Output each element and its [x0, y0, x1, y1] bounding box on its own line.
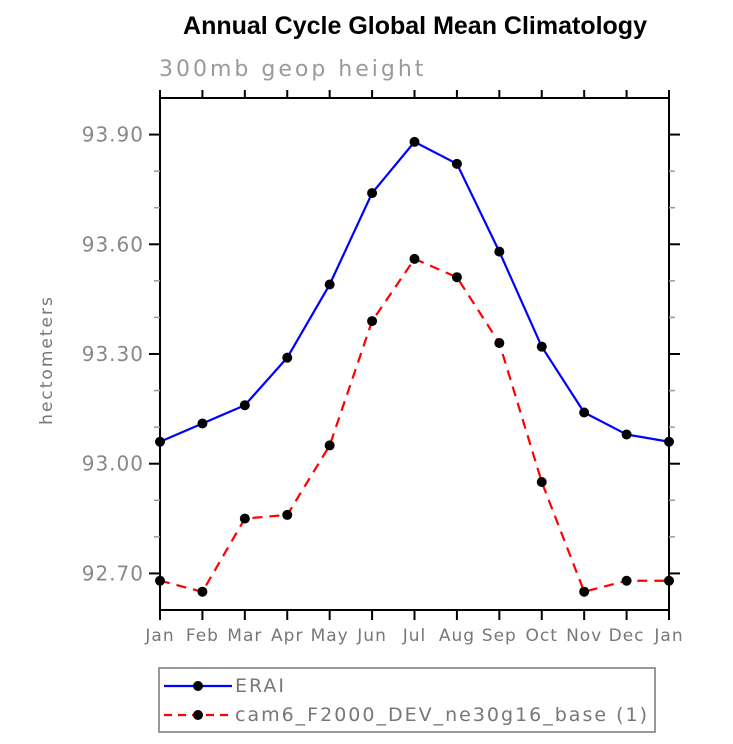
- series-line-1: [159, 257, 669, 593]
- data-point-marker: [409, 136, 420, 147]
- data-point-marker: [536, 341, 547, 352]
- x-tick-label: Jan: [144, 626, 174, 646]
- legend: ERAI cam6_F2000_DEV_ne30g16_base (1): [158, 667, 656, 733]
- data-point-marker: [621, 575, 632, 586]
- data-point-marker: [324, 440, 335, 451]
- x-tick-label: Jan: [653, 626, 683, 646]
- y-tick-label: 93.90: [82, 123, 144, 147]
- x-tick-label: Mar: [227, 626, 262, 646]
- data-point-marker: [367, 188, 378, 199]
- y-tick-label: 93.30: [82, 342, 144, 366]
- x-tick-label: Jun: [356, 626, 387, 646]
- legend-line-sample-icon: [164, 680, 232, 691]
- x-tick-label: Jul: [402, 626, 427, 646]
- legend-sample-marker: [193, 709, 203, 720]
- legend-label: cam6_F2000_DEV_ne30g16_base (1): [235, 703, 649, 726]
- data-point-marker: [536, 477, 547, 487]
- legend-item-erai: ERAI: [164, 671, 650, 700]
- data-point-marker: [494, 246, 505, 257]
- data-point-marker: [579, 586, 590, 597]
- legend-item-cam6: cam6_F2000_DEV_ne30g16_base (1): [164, 700, 650, 729]
- x-tick-label: Oct: [526, 626, 558, 646]
- data-point-marker: [282, 352, 293, 363]
- y-tick-label: 92.70: [82, 561, 144, 585]
- data-point-marker: [197, 586, 208, 597]
- data-point-marker: [155, 575, 165, 586]
- data-point-marker: [664, 436, 674, 447]
- x-tick-label: Apr: [271, 626, 303, 646]
- y-tick-label: 93.00: [82, 452, 144, 476]
- y-tick-label: 93.60: [82, 232, 144, 256]
- chart-title: Annual Cycle Global Mean Climatology: [183, 12, 647, 40]
- data-point-marker: [282, 509, 293, 520]
- x-tick-label: Dec: [609, 626, 645, 646]
- data-point-marker: [324, 279, 335, 290]
- legend-label: ERAI: [235, 674, 287, 697]
- data-point-marker: [451, 272, 462, 283]
- data-point-marker: [239, 513, 250, 524]
- data-point-marker: [494, 338, 505, 349]
- data-point-marker: [409, 253, 420, 264]
- data-point-marker: [239, 400, 250, 411]
- x-tick-label: May: [311, 626, 349, 646]
- data-point-marker: [367, 316, 378, 327]
- data-point-marker: [579, 407, 590, 418]
- x-tick-label: Nov: [566, 626, 602, 646]
- data-point-marker: [197, 418, 208, 429]
- data-point-marker: [621, 429, 632, 440]
- x-tick-label: Feb: [186, 626, 219, 646]
- chart-subtitle: 300mb geop height: [159, 57, 427, 82]
- data-point-marker: [155, 436, 165, 447]
- data-point-marker: [451, 158, 462, 169]
- x-tick-label: Sep: [482, 626, 517, 646]
- plot-area: Jan Feb Mar Apr May Jun Jul Aug Sep Oct Nov Dec Jan 9…: [82, 90, 683, 646]
- legend-sample-marker: [193, 680, 203, 691]
- legend-line-sample-icon: [164, 709, 232, 720]
- series-line-0: [159, 140, 670, 443]
- data-point-marker: [664, 575, 674, 586]
- x-tick-label: Aug: [439, 626, 475, 646]
